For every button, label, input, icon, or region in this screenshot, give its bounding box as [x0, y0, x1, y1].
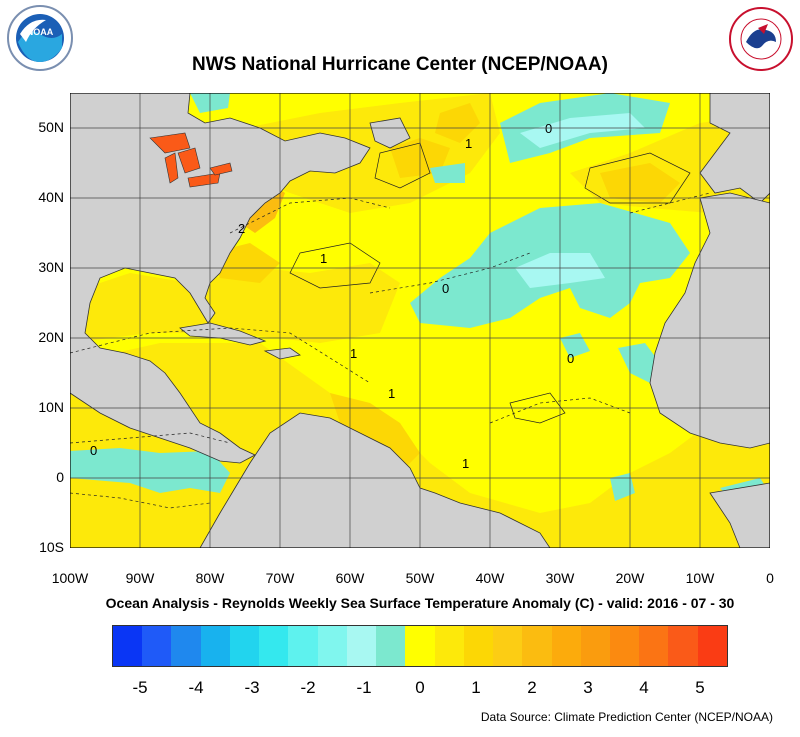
- contour-label: 2: [238, 221, 245, 236]
- newfoundland: [369, 117, 411, 149]
- nws-logo: [729, 7, 793, 71]
- colorbar-tick-label: 4: [639, 678, 649, 697]
- colorbar-swatch: [346, 626, 377, 666]
- colorbar-swatch: [229, 626, 260, 666]
- contour-label: 0: [90, 443, 97, 458]
- lon-label: 60W: [335, 570, 365, 586]
- lon-label: 30W: [545, 570, 575, 586]
- contour-label: 0: [567, 351, 574, 366]
- map-title: NWS National Hurricane Center (NCEP/NOAA…: [192, 54, 608, 75]
- colorbar-tick-label: -5: [132, 678, 148, 697]
- contour-label: 0: [545, 121, 552, 136]
- colorbar-swatch: [113, 626, 143, 666]
- lat-label: 0: [56, 469, 64, 485]
- colorbar-tick-label: -2: [300, 678, 316, 697]
- colorbar-swatch: [259, 626, 289, 666]
- lon-label: 100W: [51, 570, 89, 586]
- great-lakes: [149, 132, 233, 188]
- lat-label: 10N: [38, 399, 64, 415]
- contour-label: 1: [350, 346, 357, 361]
- contour-label: 1: [465, 136, 472, 151]
- colorbar-swatch: [405, 626, 435, 666]
- colorbar-swatch: [580, 626, 610, 666]
- colorbar-tick-label: 5: [695, 678, 705, 697]
- lon-label: 10W: [685, 570, 715, 586]
- colorbar-swatch: [668, 626, 698, 666]
- colorbar: [112, 625, 728, 667]
- data-source: Data Source: Climate Prediction Center (…: [480, 710, 773, 724]
- lon-label: 70W: [265, 570, 295, 586]
- contour-label: 1: [388, 386, 395, 401]
- lon-label: 90W: [125, 570, 155, 586]
- colorbar-swatch: [142, 626, 172, 666]
- colorbar-tick-label: 2: [527, 678, 537, 697]
- colorbar-tick-label: -1: [356, 678, 372, 697]
- hot-anomaly-regions: [210, 103, 680, 473]
- map-subtitle: Ocean Analysis - Reynolds Weekly Sea Sur…: [105, 595, 735, 611]
- colorbar-swatch: [639, 626, 669, 666]
- africa: [649, 192, 770, 449]
- lat-label: 40N: [38, 189, 64, 205]
- lon-label: 50W: [405, 570, 435, 586]
- cuba: [179, 322, 267, 346]
- colorbar-tick-label: -4: [188, 678, 204, 697]
- hispaniola: [263, 347, 301, 360]
- colorbar-swatch: [697, 626, 727, 666]
- lat-label: 50N: [38, 119, 64, 135]
- lat-label: 30N: [38, 259, 64, 275]
- colorbar-swatch: [434, 626, 464, 666]
- contour-label: 1: [320, 251, 327, 266]
- colorbar-swatch: [200, 626, 230, 666]
- colorbar-swatch: [288, 626, 318, 666]
- colorbar-tick-label: 0: [415, 678, 425, 697]
- lat-label: 20N: [38, 329, 64, 345]
- colorbar-swatch: [493, 626, 523, 666]
- colorbar-swatch: [522, 626, 552, 666]
- land-masses: [70, 93, 770, 548]
- colorbar-tick-label: -3: [244, 678, 260, 697]
- lon-label: 20W: [615, 570, 645, 586]
- colorbar-swatch: [171, 626, 201, 666]
- gridlines: [70, 93, 770, 548]
- contour-label: 0: [442, 281, 449, 296]
- lon-label: 40W: [475, 570, 505, 586]
- south-america: [199, 412, 551, 548]
- europe: [699, 93, 770, 204]
- contour-label-group: 1 0 2 1 0 1 0 1 0 1: [90, 121, 574, 471]
- colorbar-swatch: [376, 626, 406, 666]
- colorbar-swatch: [551, 626, 581, 666]
- svg-text:NOAA: NOAA: [27, 27, 54, 37]
- lat-label: 10S: [39, 539, 64, 555]
- lon-label: 0: [766, 570, 774, 586]
- colorbar-swatch: [317, 626, 347, 666]
- contour-label: 1: [462, 456, 469, 471]
- noaa-logo: NOAA: [7, 5, 73, 71]
- colorbar-swatch: [463, 626, 494, 666]
- africa-south: [709, 482, 770, 548]
- lon-label: 80W: [195, 570, 225, 586]
- colorbar-swatch: [609, 626, 640, 666]
- sst-anomaly-map: 1 0 2 1 0 1 0 1 0 1: [70, 93, 770, 548]
- north-america: [70, 93, 371, 464]
- colorbar-tick-label: 3: [583, 678, 593, 697]
- colorbar-tick-label: 1: [471, 678, 481, 697]
- contour-lines: [70, 192, 711, 509]
